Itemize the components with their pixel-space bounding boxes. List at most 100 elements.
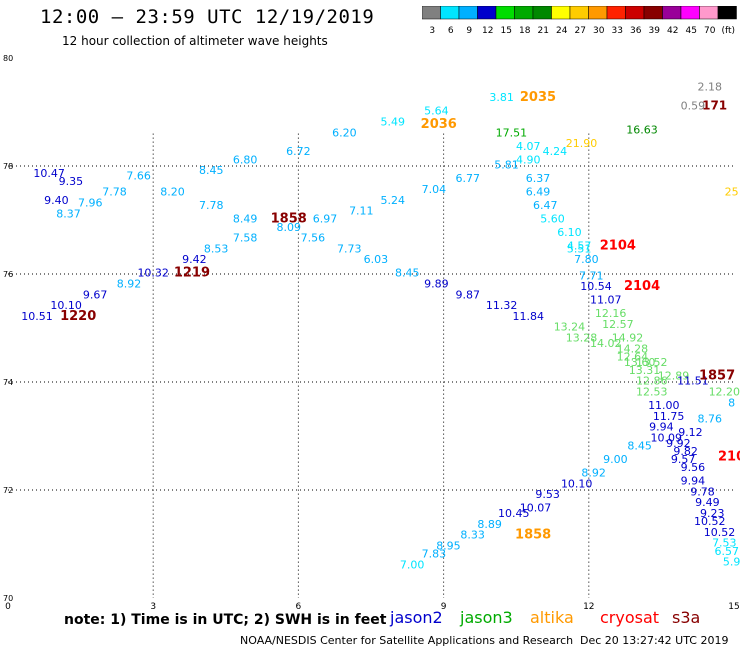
wave-height-label: 9.35: [59, 175, 84, 188]
wave-height-label: 7.00: [400, 558, 425, 571]
wave-height-label: 16.63: [626, 124, 658, 137]
wave-height-label: 7.96: [78, 197, 103, 210]
legend-altika: altika: [530, 608, 574, 627]
wave-height-label: 8.09: [276, 221, 301, 234]
wave-height-label: 7.56: [301, 232, 326, 245]
wave-height-label: 9.12: [678, 426, 703, 439]
wave-height-label: 1219: [174, 266, 210, 281]
wave-height-label: 9.78: [690, 485, 715, 498]
x-tick-label: 12: [583, 602, 594, 612]
x-tick-label: 6: [296, 602, 302, 612]
wave-height-label: 2.18: [698, 80, 723, 93]
wave-height-label: 5.64: [424, 105, 449, 118]
wave-height-label: 8.20: [160, 186, 185, 199]
wave-height-label: 4.90: [516, 153, 541, 166]
credit-text: NOAA/NESDIS Center for Satellite Applica…: [240, 634, 574, 647]
wave-height-label: 10.32: [137, 267, 169, 280]
wave-height-label: 8.76: [698, 413, 723, 426]
y-tick-label: 78: [3, 162, 13, 171]
wave-height-label: 9.23: [700, 507, 725, 520]
wave-height-label: 2104: [600, 239, 636, 254]
wave-height-label: 17.51: [496, 126, 528, 139]
scale-label: 9: [466, 26, 472, 36]
wave-height-label: 6.57: [714, 545, 739, 558]
scale-label: 24: [556, 26, 568, 36]
wave-height-label: 10.51: [21, 310, 53, 323]
scale-swatch: [717, 6, 737, 20]
wave-height-label: 6.20: [332, 126, 357, 139]
wave-height-label: 5.51: [567, 242, 592, 255]
wave-height-label: 0.59: [681, 99, 706, 112]
wave-height-label: 5.81: [494, 159, 519, 172]
wave-height-label: 13.31: [629, 364, 661, 377]
scale-label: 39: [649, 26, 661, 36]
wave-height-label: 6.77: [456, 172, 481, 185]
wave-height-label: 12.53: [636, 386, 668, 399]
scale-label: 6: [448, 26, 454, 36]
wave-height-label: 4.07: [516, 140, 541, 153]
wave-height-label: 6.72: [286, 145, 311, 158]
wave-height-label: 6.37: [526, 172, 551, 185]
wave-height-label: 21.90: [566, 137, 598, 150]
wave-height-label: 9.94: [649, 421, 674, 434]
scale-label: 21: [538, 26, 549, 36]
wave-height-label: 210: [718, 449, 740, 464]
wave-height-label: 11.75: [653, 410, 685, 423]
scale-label: 42: [667, 26, 678, 36]
wave-height-label: 8.45: [395, 267, 420, 280]
wave-height-label: 6.47: [533, 199, 558, 212]
scale-label: 18: [519, 26, 531, 36]
scale-label: 70: [704, 26, 716, 36]
y-tick-label: 76: [3, 270, 13, 279]
wave-height-label: 7.04: [422, 183, 447, 196]
wave-height-label: 1858: [515, 528, 551, 543]
wave-height-label: 10.10: [50, 299, 82, 312]
scale-label: 15: [501, 26, 512, 36]
legend-jason2: jason2: [390, 608, 443, 627]
wave-height-label: 6.03: [364, 253, 389, 266]
legend-cryosat: cryosat: [600, 608, 660, 627]
wave-height-label: 11.84: [513, 310, 545, 323]
wave-height-label: 7.66: [126, 170, 151, 183]
wave-height-label: 7.58: [233, 232, 258, 245]
scale-label: 36: [630, 26, 642, 36]
wave-height-label: 7.80: [574, 253, 599, 266]
wave-height-label: 8.33: [460, 529, 485, 542]
legend-jason3: jason3: [460, 608, 513, 627]
wave-height-label: 11.07: [590, 294, 622, 307]
wave-height-label: 7.73: [337, 242, 362, 255]
wave-height-label: 10.52: [694, 515, 726, 528]
wave-height-label: 5.24: [381, 194, 406, 207]
wave-height-label: 9.82: [673, 445, 698, 458]
x-tick-label: 9: [441, 602, 447, 612]
x-tick-label: 15: [728, 602, 739, 612]
wave-height-label: 9.89: [424, 278, 449, 291]
wave-height-label: 14.02: [590, 337, 622, 350]
wave-height-label: 8.53: [204, 242, 229, 255]
wave-height-label: 6.80: [233, 153, 258, 166]
scale-label: 45: [686, 26, 697, 36]
wave-height-label: 10.52: [704, 526, 736, 539]
wave-height-label: 13.52: [636, 356, 668, 369]
wave-height-label: 10.07: [520, 502, 552, 515]
wave-height-label: 8.45: [627, 440, 652, 453]
wave-height-label: 6.49: [526, 186, 551, 199]
wave-height-label: 12.20: [709, 386, 740, 399]
wave-height-label: 11.32: [486, 299, 518, 312]
wave-height-label: 8.92: [581, 467, 606, 480]
scale-label: 12: [482, 26, 493, 36]
x-tick-label: 3: [150, 602, 156, 612]
wave-height-label: 5.49: [381, 116, 406, 129]
wave-height-label: 9.42: [182, 253, 207, 266]
wave-height-label: 10.09: [650, 431, 682, 444]
scale-label: (ft): [721, 26, 735, 36]
scale-label: 3: [429, 26, 435, 36]
wave-height-label: 2035: [520, 90, 556, 105]
wave-height-label: 12.64: [617, 350, 649, 363]
wave-height-label: 10.54: [580, 280, 612, 293]
wave-height-label: 2036: [421, 117, 457, 132]
wave-height-label: 11.51: [677, 375, 709, 388]
wave-height-label: 7.11: [349, 205, 374, 218]
wave-height-label: 7.78: [199, 199, 224, 212]
